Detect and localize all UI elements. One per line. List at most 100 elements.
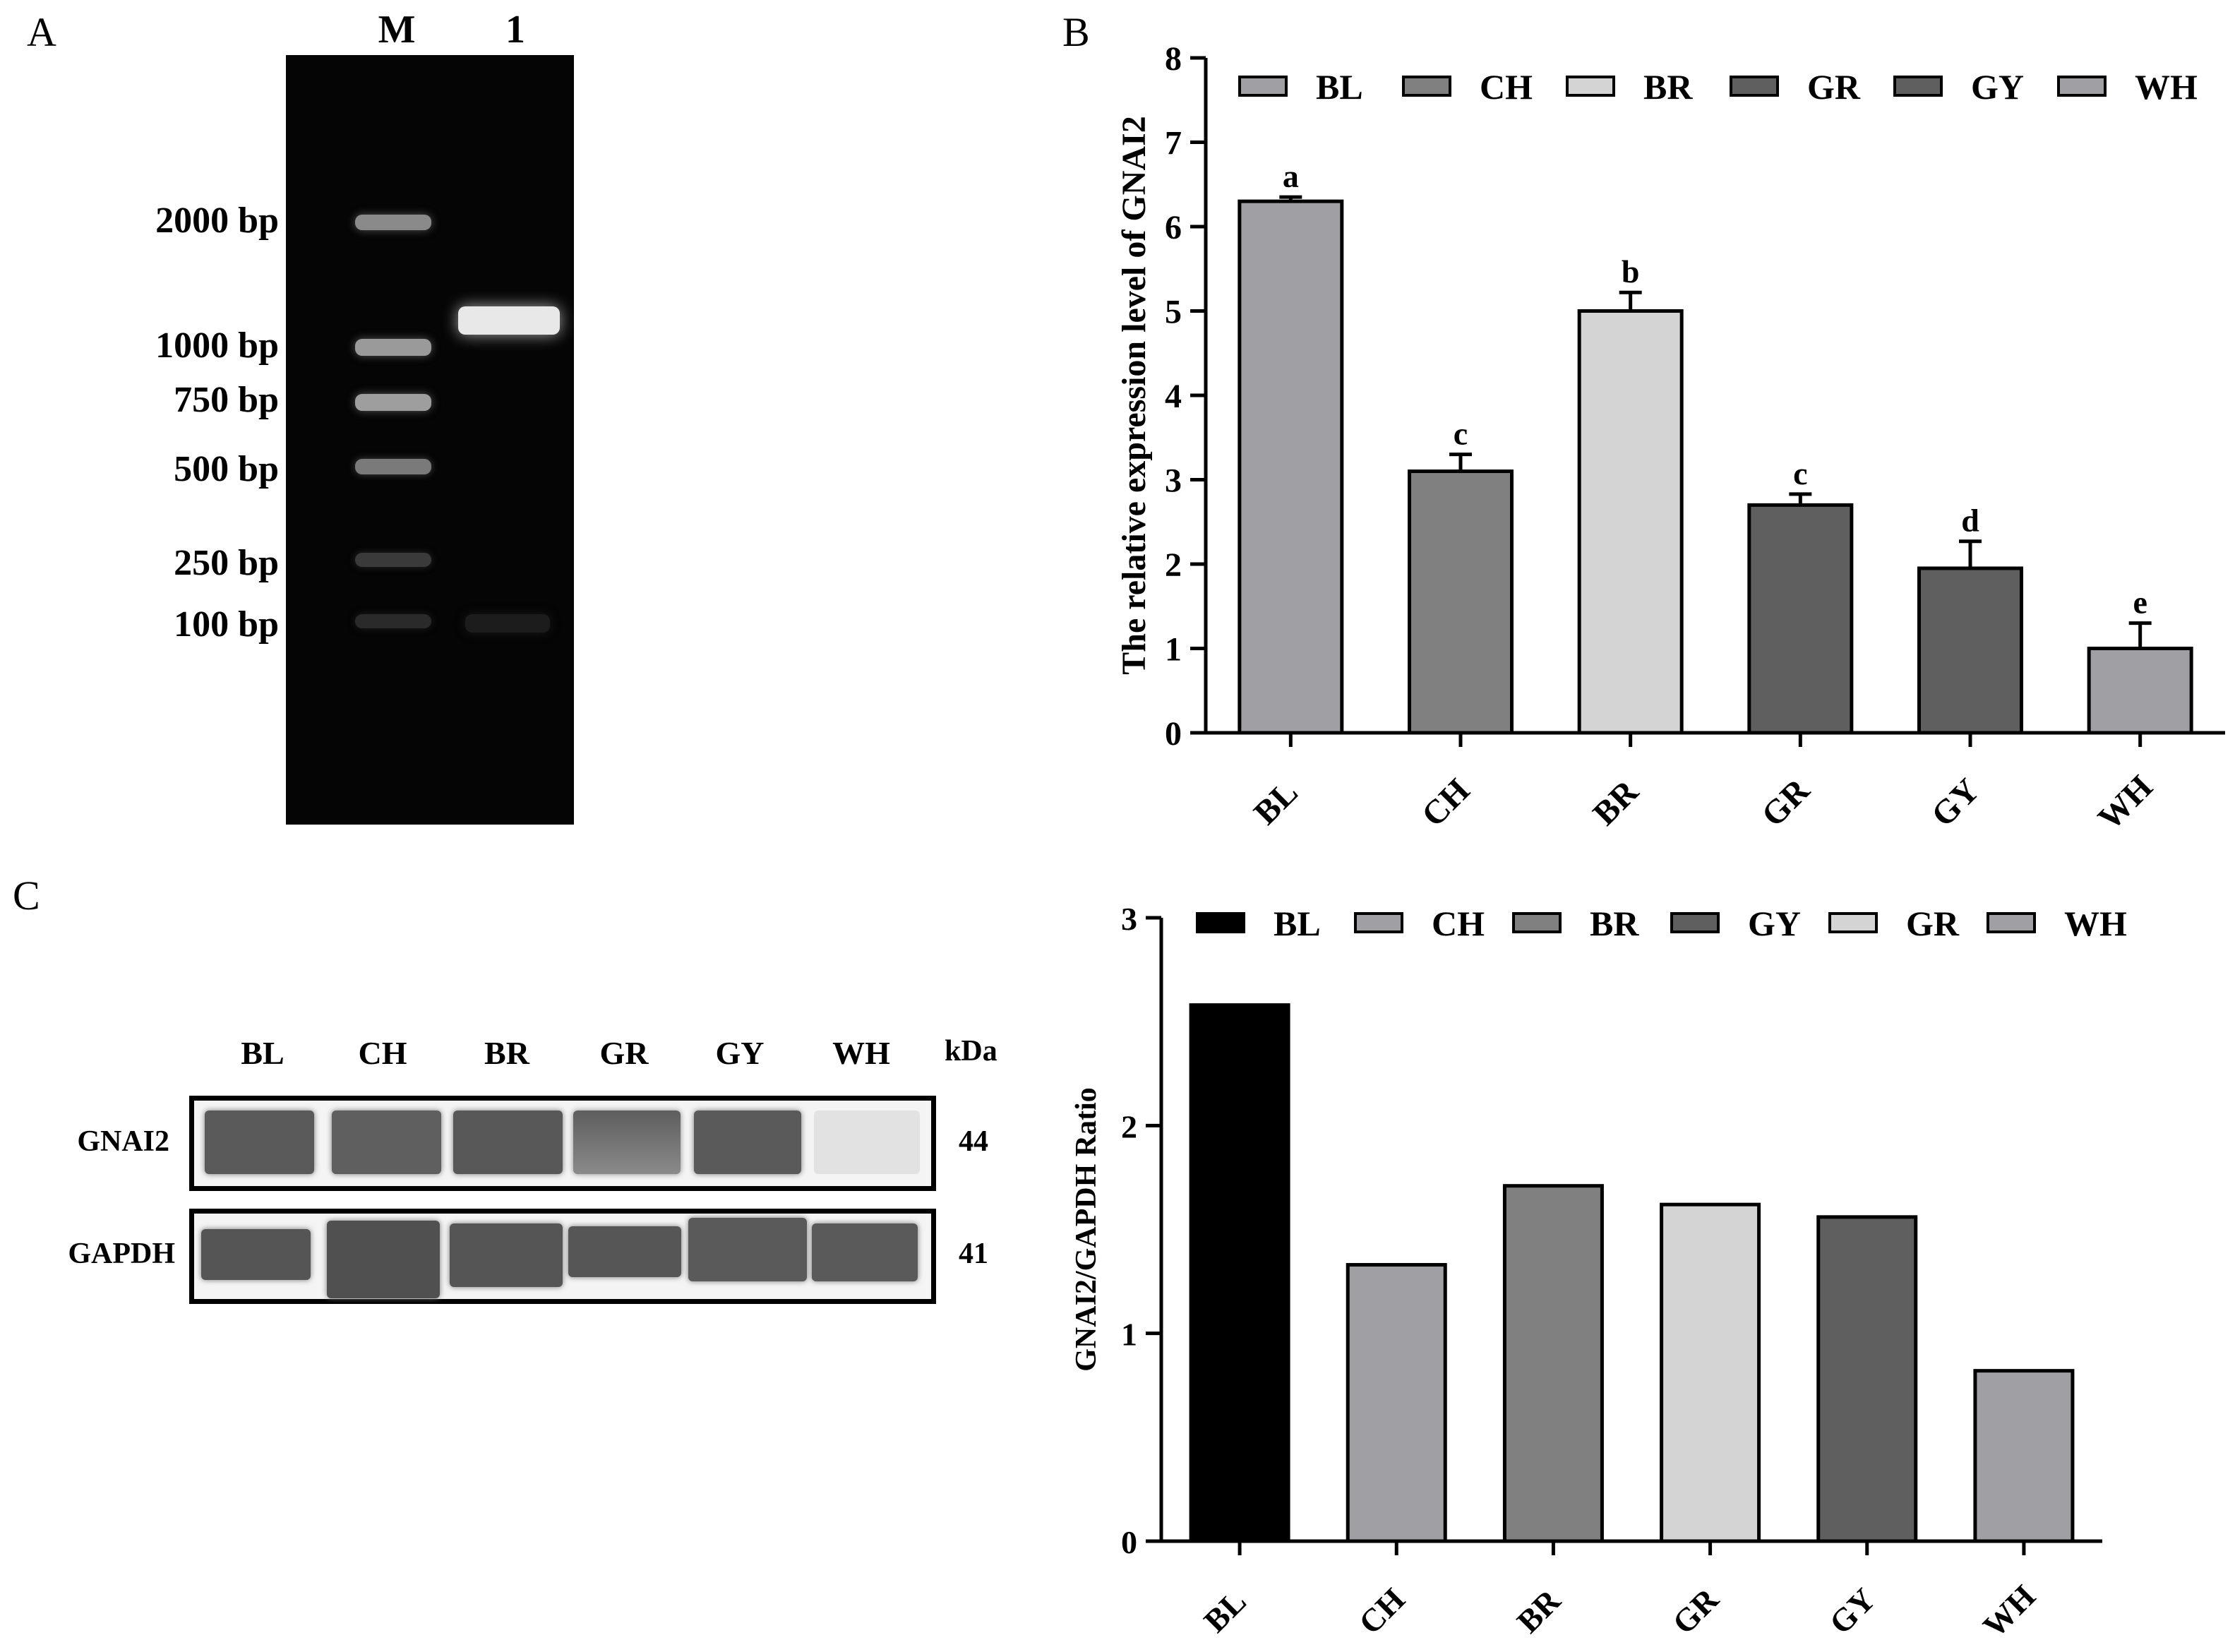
sample-band-pcr-product xyxy=(458,306,560,335)
chart-c-legend-label: GY xyxy=(1748,904,1801,943)
chart-c-legend-swatch xyxy=(1987,912,2036,933)
blot-lane-label-bl: BL xyxy=(241,1035,284,1071)
ladder-band-2000 xyxy=(355,215,431,230)
blot-kda-gnai2: 44 xyxy=(959,1125,988,1158)
gel-column-sample-label: 1 xyxy=(505,8,525,52)
chart-b-bar-ch xyxy=(1408,469,1514,735)
chart-b-significance-letter: e xyxy=(2133,585,2147,621)
blot-band-gnai2-gy xyxy=(694,1111,801,1174)
chart-b-legend-swatch xyxy=(1566,76,1615,97)
chart-c-legend-label: BL xyxy=(1274,904,1321,943)
chart-b-y-axis-label: The relative expression level of GNAI2 xyxy=(1115,116,1153,674)
chart-c-legend-label: WH xyxy=(2064,904,2127,943)
chart-c-legend-swatch xyxy=(1512,912,1562,933)
chart-b-x-tick-label-ch: CH xyxy=(1415,772,1477,834)
chart-b-x-tick-label-wh: WH xyxy=(2091,768,2160,837)
chart-c-legend-label: CH xyxy=(1432,904,1485,943)
chart-c-legend-swatch xyxy=(1828,912,1878,933)
blot-lane-label-wh: WH xyxy=(832,1035,890,1071)
blot-row-label-gapdh: GAPDH xyxy=(68,1238,175,1270)
gel-column-marker-label: M xyxy=(378,8,416,52)
chart-b-y-tick-label: 0 xyxy=(1165,715,1182,753)
chart-c-legend-label: BR xyxy=(1590,904,1639,943)
blot-strip-gnai2 xyxy=(189,1096,936,1191)
chart-c-x-tick-label-wh: WH xyxy=(1976,1578,2042,1644)
ladder-band-500 xyxy=(355,459,431,474)
blot-band-gnai2-ch xyxy=(332,1111,441,1174)
blot-kda-gapdh: 41 xyxy=(959,1238,988,1270)
ladder-band-1000 xyxy=(355,339,431,356)
chart-b-significance-letter: a xyxy=(1283,158,1299,194)
chart-c-y-tick-label: 1 xyxy=(1121,1317,1137,1353)
chart-b-y-tick-label: 5 xyxy=(1165,294,1182,331)
chart-c-bar-br xyxy=(1502,1184,1604,1543)
chart-b-bar-br xyxy=(1577,309,1684,735)
chart-b-y-tick-label: 1 xyxy=(1165,631,1182,669)
blot-strip-gapdh xyxy=(189,1209,936,1304)
blot-band-gapdh-bl xyxy=(201,1229,311,1280)
chart-b-bar-wh xyxy=(2087,647,2193,735)
ladder-band-100 xyxy=(355,614,431,628)
sample-band-primer-dimer xyxy=(465,614,550,633)
chart-b-significance-letter: b xyxy=(1622,253,1640,289)
chart-b-y-tick-label: 6 xyxy=(1165,209,1182,246)
panel-label-b: B xyxy=(1062,9,1090,55)
chart-b-x-tick-label-gy: GY xyxy=(1924,772,1987,834)
chart-c-bar-gr xyxy=(1660,1202,1761,1543)
ladder-label-100: 100 bp xyxy=(174,604,279,645)
blot-band-gnai2-br xyxy=(453,1111,563,1174)
panel-label-c: C xyxy=(13,873,40,918)
blot-band-gnai2-gr xyxy=(573,1111,681,1174)
chart-c-bar-ch xyxy=(1346,1263,1447,1543)
blot-band-gnai2-bl xyxy=(205,1111,314,1174)
blot-lane-label-br: BR xyxy=(484,1035,529,1071)
chart-b-significance-letter: c xyxy=(1793,455,1807,491)
chart-b-legend-swatch xyxy=(1730,76,1779,97)
panel-label-a: A xyxy=(27,9,56,55)
chart-b-y-tick-label: 4 xyxy=(1165,378,1182,415)
chart-b-y-tick-label: 8 xyxy=(1165,40,1182,78)
chart-b-significance-letter: d xyxy=(1961,503,1979,539)
ladder-label-1000: 1000 bp xyxy=(155,325,279,366)
chart-b-y-tick-label: 7 xyxy=(1165,125,1182,162)
chart-c-x-tick-label-br: BR xyxy=(1510,1582,1568,1640)
chart-b-legend-swatch xyxy=(2057,76,2107,97)
chart-b-bar-bl xyxy=(1238,199,1344,735)
blot-band-gapdh-wh xyxy=(812,1223,918,1281)
chart-b-legend-swatch xyxy=(1893,76,1943,97)
chart-c-x-tick-label-ch: CH xyxy=(1352,1581,1412,1641)
chart-c-legend-label: GR xyxy=(1906,904,1960,943)
chart-b-legend-label: WH xyxy=(2135,67,2198,107)
chart-c-bar-gy xyxy=(1816,1215,1918,1543)
chart-c-legend-swatch xyxy=(1670,912,1720,933)
chart-b-legend-swatch xyxy=(1402,76,1451,97)
chart-b-x-tick-label-bl: BL xyxy=(1247,774,1305,832)
chart-c-x-tick-label-gy: GY xyxy=(1822,1581,1882,1641)
chart-c-legend-swatch xyxy=(1196,912,1245,933)
chart-b-legend-swatch xyxy=(1238,76,1288,97)
blot-band-gnai2-wh xyxy=(814,1111,920,1174)
blot-lane-label-gr: GR xyxy=(599,1035,649,1071)
chart-b-significance-letter: c xyxy=(1454,416,1468,452)
ladder-label-500: 500 bp xyxy=(174,449,279,489)
chart-c-x-tick-label-gr: GR xyxy=(1665,1581,1725,1641)
ladder-band-250 xyxy=(355,553,431,567)
chart-b-x-tick-label-br: BR xyxy=(1586,772,1646,833)
chart-b-bar-gr xyxy=(1747,503,1854,735)
chart-c-bar-bl xyxy=(1189,1003,1290,1543)
blot-band-gapdh-ch xyxy=(327,1221,440,1298)
blot-unit-label: kDa xyxy=(945,1035,997,1067)
chart-b-legend-label: CH xyxy=(1480,67,1533,107)
chart-c-bar-wh xyxy=(1973,1369,2075,1543)
chart-c-x-tick-label-bl: BL xyxy=(1197,1583,1252,1639)
chart-c-y-tick-label: 3 xyxy=(1121,901,1137,937)
chart-c-y-axis-label: GNAI2/GAPDH Ratio xyxy=(1070,1087,1103,1372)
chart-c-y-tick-label: 0 xyxy=(1121,1524,1137,1560)
blot-row-label-gnai2: GNAI2 xyxy=(77,1125,169,1158)
blot-lane-label-gy: GY xyxy=(715,1035,765,1071)
ladder-label-250: 250 bp xyxy=(174,543,279,583)
ladder-label-750: 750 bp xyxy=(174,380,279,420)
chart-b-y-tick-label: 2 xyxy=(1165,546,1182,584)
chart-b-y-tick-label: 3 xyxy=(1165,462,1182,500)
blot-band-gapdh-gy xyxy=(688,1218,807,1281)
